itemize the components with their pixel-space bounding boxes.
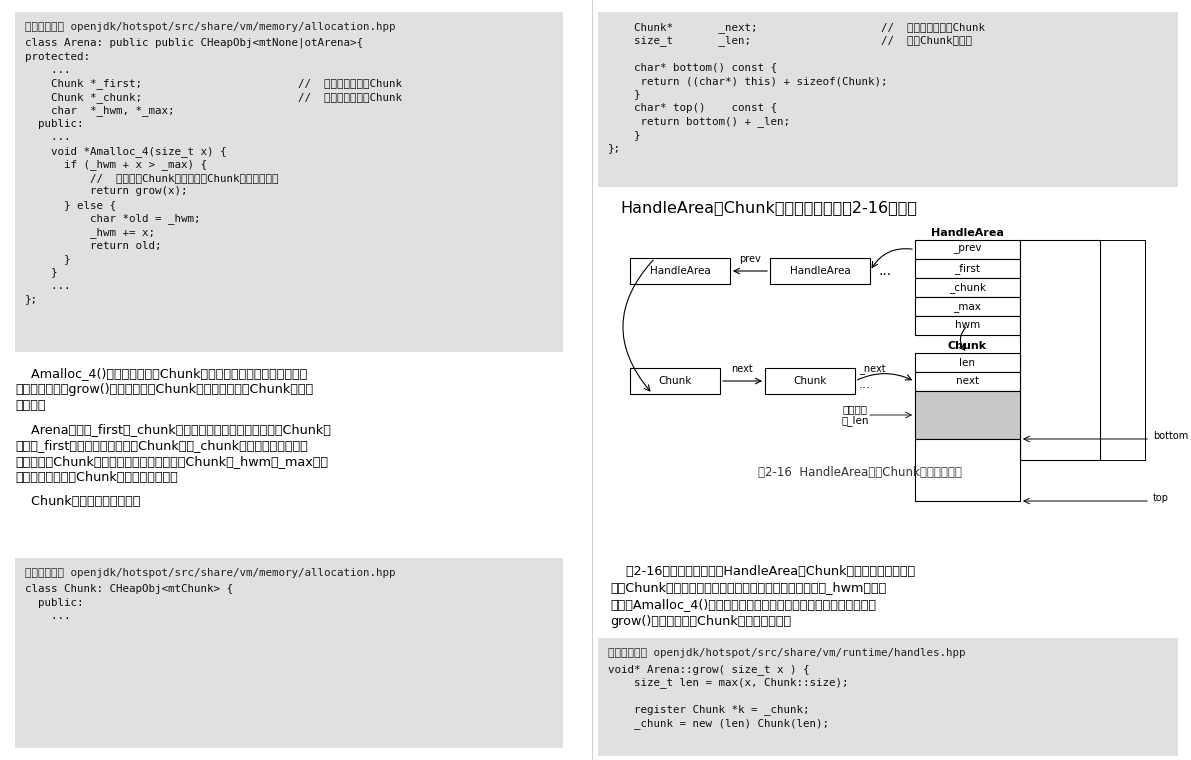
Text: return bottom() + _len;: return bottom() + _len; [607,116,790,128]
Text: char* bottom() const {: char* bottom() const { [607,62,777,72]
Bar [598,638,1178,756]
Text: len: len [960,357,975,368]
Text: class Chunk: CHeapObj<mtChunk> {: class Chunk: CHeapObj<mtChunk> { [25,584,233,594]
Text: prev: prev [740,254,761,264]
Bar [915,372,1019,391]
Text: char  *_hwm, *_max;: char *_hwm, *_max; [25,106,175,116]
Bar [598,12,1178,187]
Text: Amalloc_4()函数会在当前的Chunk块中分配内存，如果当前块的内: Amalloc_4()函数会在当前的Chunk块中分配内存，如果当前块的内 [15,367,307,380]
Bar [915,353,1019,372]
Text: _first: _first [954,263,980,274]
Text: public:: public: [25,597,83,607]
Text: return old;: return old; [25,240,162,251]
Text: Chunk*       _next;                   //  单链表的下一个Chunk: Chunk* _next; // 单链表的下一个Chunk [607,22,985,33]
Text: Chunk *_chunk;                        //  当前正在使用的Chunk: Chunk *_chunk; // 当前正在使用的Chunk [25,92,403,103]
Bar [915,278,1019,297]
Text: 配内存。: 配内存。 [15,399,45,412]
Text: void* Arena::grow( size_t x ) {: void* Arena::grow( size_t x ) { [607,664,810,675]
Text: 当前可分配内存的Chunk的一些分配信息。: 当前可分配内存的Chunk的一些分配信息。 [15,471,177,484]
Text: _prev: _prev [953,245,981,255]
Text: bottom: bottom [1153,431,1189,441]
Text: class Arena: public public CHeapObj<mtNone|otArena>{: class Arena: public public CHeapObj<mtNo… [25,38,363,49]
Text: grow()函数分配新的Chunk块，代码如下：: grow()函数分配新的Chunk块，代码如下： [610,615,791,628]
Text: _chunk = new (len) Chunk(len);: _chunk = new (len) Chunk(len); [607,718,829,729]
Text: };: }; [25,295,38,305]
Text: }: } [25,268,57,277]
Bar [1019,240,1100,460]
Text: } else {: } else { [25,200,116,210]
Text: Chunk *_first;                        //  单链表的第一个Chunk: Chunk *_first; // 单链表的第一个Chunk [25,78,403,90]
Text: ...: ... [25,611,70,621]
Text: hwm: hwm [955,321,980,331]
Text: top: top [1153,493,1170,503]
Text: if (_hwm + x > _max) {: if (_hwm + x > _max) { [25,160,207,170]
Text: 源代码位置： openjdk/hotspot/src/share/vm/memory/allocation.hpp: 源代码位置： openjdk/hotspot/src/share/vm/memo… [25,568,395,578]
Bar [15,12,563,352]
Text: _hwm += x;: _hwm += x; [25,227,155,238]
Text: next: next [956,376,979,387]
Text: };: }; [607,144,621,154]
Bar [915,240,1019,259]
Text: 存不够，则调用grow()方法分配新的Chunk块，然后在新的Chunk块中分: 存不够，则调用grow()方法分配新的Chunk块，然后在新的Chunk块中分 [15,383,313,396]
Text: 其中，_first指向单链表的第一个Chunk，而_chunk指向的是当前可提供: 其中，_first指向单链表的第一个Chunk，而_chunk指向的是当前可提供 [15,439,307,452]
Text: 图2-16  HandleArea类与Chunk类之间的关系: 图2-16 HandleArea类与Chunk类之间的关系 [757,466,962,479]
Text: 示在Chunk中已经分配的内存，那么新的内存分配就可以从_hwm开始。: 示在Chunk中已经分配的内存，那么新的内存分配就可以从_hwm开始。 [610,581,886,594]
Bar [915,259,1019,278]
Text: }: } [607,130,641,140]
Text: size_t len = max(x, Chunk::size);: size_t len = max(x, Chunk::size); [607,677,848,689]
Bar [765,368,855,394]
Text: HandleArea: HandleArea [790,266,850,276]
Text: return grow(x);: return grow(x); [25,186,187,197]
Text: }: } [25,254,70,264]
Bar [915,297,1019,316]
Text: //  分配新的Chunk块，在新的Chunk块中分配内存: // 分配新的Chunk块，在新的Chunk块中分配内存 [25,173,279,183]
Text: _max: _max [954,302,981,312]
Text: public:: public: [25,119,83,129]
Text: _next: _next [859,365,886,375]
Text: _chunk: _chunk [949,282,986,293]
Bar [15,558,563,748]
Text: }: } [607,90,641,100]
Bar [630,258,730,284]
Text: 源代码位置： openjdk/hotspot/src/share/vm/runtime/handles.hpp: 源代码位置： openjdk/hotspot/src/share/vm/runt… [607,648,966,658]
Text: 源代码位置： openjdk/hotspot/src/share/vm/memory/allocation.hpp: 源代码位置： openjdk/hotspot/src/share/vm/memo… [25,22,395,32]
Text: size_t       _len;                    //  当前Chunk的大小: size_t _len; // 当前Chunk的大小 [607,36,972,46]
Text: ...: ... [25,65,70,75]
Text: protected:: protected: [25,52,91,62]
Text: ...: ... [25,132,70,143]
Text: 内存大小
为_len: 内存大小 为_len [841,404,868,426]
Text: Chunk: Chunk [793,376,827,386]
Text: ...: ... [878,264,891,278]
Text: 内存分配的Chunk，通常是单链表的最后一个Chunk。_hwm与_max指示: 内存分配的Chunk，通常是单链表的最后一个Chunk。_hwm与_max指示 [15,455,328,468]
Text: 现在看Amalloc_4()函数的逻辑就非常容易理解了，这个函数还会调用: 现在看Amalloc_4()函数的逻辑就非常容易理解了，这个函数还会调用 [610,598,877,611]
Bar [915,316,1019,335]
Text: Arena类通过_first、_chunk等属性管理一个连接成单链表的Chunk，: Arena类通过_first、_chunk等属性管理一个连接成单链表的Chunk… [15,423,331,436]
Text: ...: ... [859,378,871,391]
Bar [915,391,1019,439]
Text: char* top()    const {: char* top() const { [607,103,777,113]
Text: HandleArea: HandleArea [649,266,710,276]
Bar [915,439,1019,501]
Text: return ((char*) this) + sizeof(Chunk);: return ((char*) this) + sizeof(Chunk); [607,76,887,86]
Text: ...: ... [25,281,70,291]
Text: Chunk类的定义代码如下：: Chunk类的定义代码如下： [15,495,141,508]
Text: HandleArea与Chunk类之间的关系如图2-16所示。: HandleArea与Chunk类之间的关系如图2-16所示。 [621,200,917,215]
Text: register Chunk *k = _chunk;: register Chunk *k = _chunk; [607,705,810,715]
Text: 图2-16已经清楚地展示了HandleArea与Chunk的关系，灰色部分表: 图2-16已经清楚地展示了HandleArea与Chunk的关系，灰色部分表 [610,565,915,578]
Text: char *old = _hwm;: char *old = _hwm; [25,214,200,224]
Text: Chunk: Chunk [659,376,692,386]
Text: next: next [731,364,754,374]
Bar [630,368,721,394]
Text: void *Amalloc_4(size_t x) {: void *Amalloc_4(size_t x) { [25,146,226,157]
Text: HandleArea: HandleArea [931,228,1004,238]
Text: Chunk: Chunk [948,341,987,351]
Bar [771,258,869,284]
